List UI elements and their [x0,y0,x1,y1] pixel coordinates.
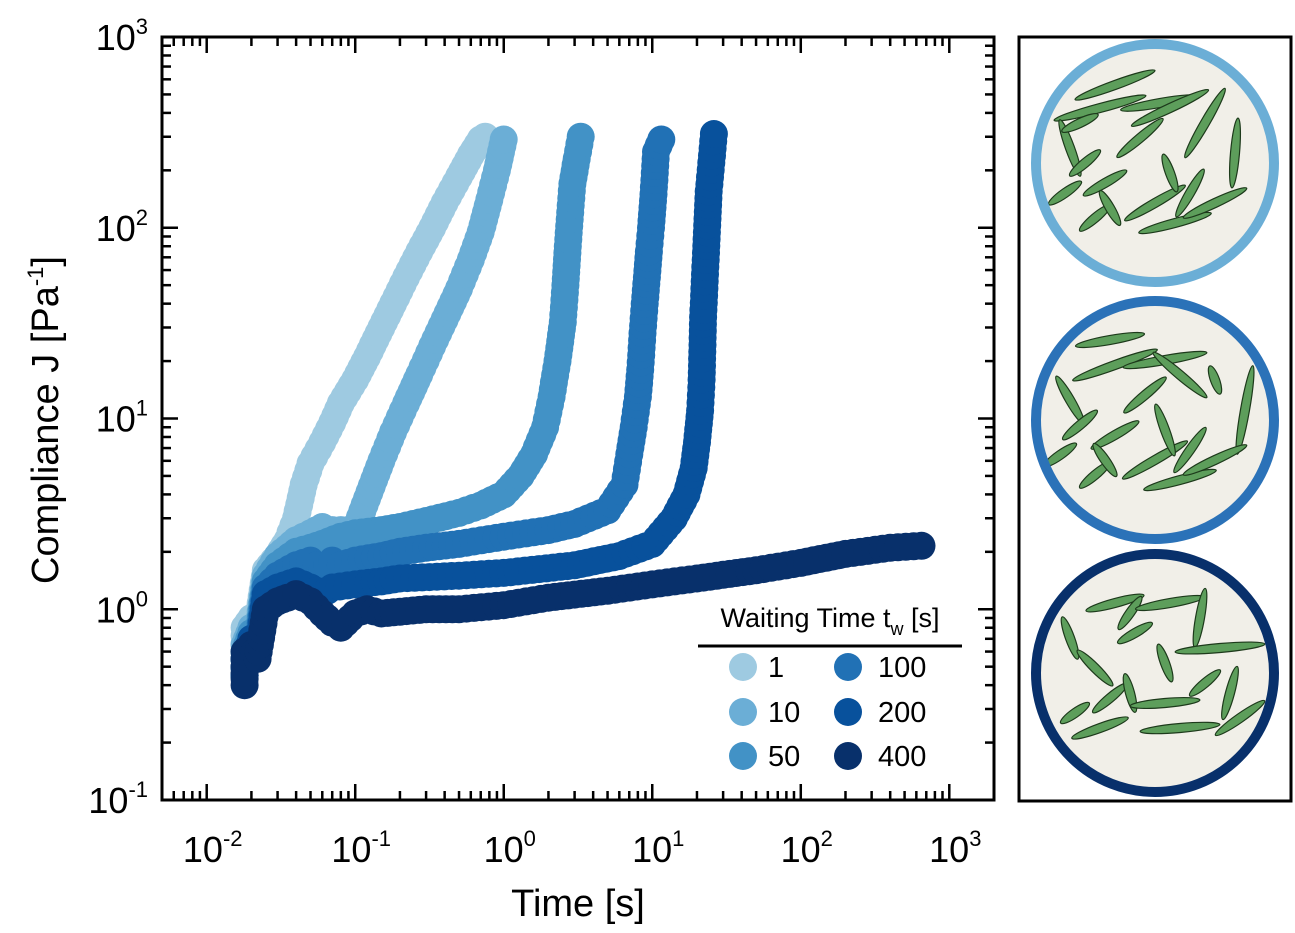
legend-entries: 1 10 50 100 200 400 [729,652,926,773]
schematic-frame [1017,35,1293,803]
axis-ticks [160,35,996,802]
fiber-rod [1130,88,1210,128]
data-point [647,125,676,154]
fiber-rod [1061,409,1099,441]
legend-entry-400: 400 [834,741,926,773]
legend-marker [729,742,757,770]
fiber-rod [1184,87,1226,159]
legend-label: 400 [878,741,926,773]
legend-title: Waiting Time tw [s] [720,603,939,639]
fiber-rod [1059,701,1091,725]
fiber-rod [1156,643,1174,683]
legend-entry-200: 200 [834,697,926,729]
legend-label: 100 [878,652,926,684]
fiber-rod [1174,641,1266,655]
fiber-rod [1129,696,1201,710]
fiber-rod [1175,168,1205,218]
fiber-rod [1074,331,1146,349]
fiber-rod [1071,716,1129,740]
data-point [566,122,595,151]
legend-label: 10 [768,697,800,729]
x-tick-label: 10-1 [331,826,391,870]
circle-ring [1031,39,1279,287]
fiber-rod [1152,351,1208,399]
legend-marker [729,653,757,681]
fiber-rod [1122,673,1138,713]
legend-marker [834,698,862,726]
fiber-rod [1116,621,1154,645]
fiber-rod [1173,426,1207,474]
fiber-rod [1098,189,1122,227]
fiber-rod [1117,595,1143,631]
fiber-rod [1072,348,1158,382]
schematic-circle-waiting-time-short [1031,39,1279,287]
y-tick-label: 10-1 [88,777,148,821]
fiber-rod [1123,376,1167,414]
fiber-rod [1061,113,1099,133]
legend: Waiting Time tw [s] 1 10 50 100 200 400 [698,603,962,773]
fiber-rod [1116,117,1164,159]
x-tick-label: 102 [781,826,833,870]
fiber-rod [1060,616,1080,660]
series-200 [230,120,728,690]
fiber-rod [1053,94,1147,122]
series-400 [230,531,936,700]
fiber-rod [1085,593,1145,613]
y-tick-label: 100 [96,586,148,630]
legend-entry-10: 10 [729,697,800,729]
fiber-rod [1074,69,1156,101]
fiber-rod [1138,211,1212,235]
fiber-rod [1214,699,1266,737]
circle-ring [1031,296,1279,544]
fiber-rod [1188,669,1222,697]
data-point [489,125,518,154]
schematic-circle-waiting-time-medium [1031,296,1279,544]
fiber-rod [1182,187,1248,219]
x-tick-label: 103 [929,826,981,870]
fiber-rod [1143,468,1217,492]
fiber-rod [1076,649,1114,687]
circle-ring [1031,549,1279,797]
y-tick-label: 102 [96,205,148,249]
fiber-rod [1090,420,1140,450]
x-tick-label: 101 [632,826,684,870]
schematic-circle-waiting-time-long [1031,549,1279,797]
data-series [230,120,936,700]
fiber-rod [1068,149,1102,177]
fiber-rod [1235,365,1255,455]
legend-marker [834,653,862,681]
y-axis-title: Compliance J [Pa-1] [23,256,67,584]
legend-label: 1 [768,652,784,684]
x-tick-label: 100 [484,826,536,870]
fiber-rod [1092,442,1118,478]
fiber-rod [1221,665,1239,721]
legend-label: 50 [768,741,800,773]
fiber-rod [1182,444,1248,476]
legend-entry-1: 1 [729,652,784,684]
legend-entry-50: 50 [729,741,800,773]
fiber-rod [1161,153,1179,193]
legend-marker [834,742,862,770]
legend-entry-100: 100 [834,652,926,684]
data-point [907,531,936,560]
x-tick-label: 10-2 [183,826,243,870]
y-tick-label: 101 [96,396,148,440]
legend-label: 200 [878,697,926,729]
schematic-circles [1031,39,1279,797]
fiber-rod [1228,117,1242,189]
fiber-rod [1154,403,1176,457]
fiber-rod [1124,184,1186,222]
data-point [699,120,728,148]
legend-marker [729,698,757,726]
fiber-rod [1139,721,1221,735]
y-tick-label: 103 [96,14,148,58]
fiber-rod [1207,365,1223,395]
x-axis-title: Time [s] [511,883,645,925]
fiber-rod [1058,119,1082,177]
schematic-panel [1017,35,1293,803]
fiber-rod [1082,169,1128,197]
